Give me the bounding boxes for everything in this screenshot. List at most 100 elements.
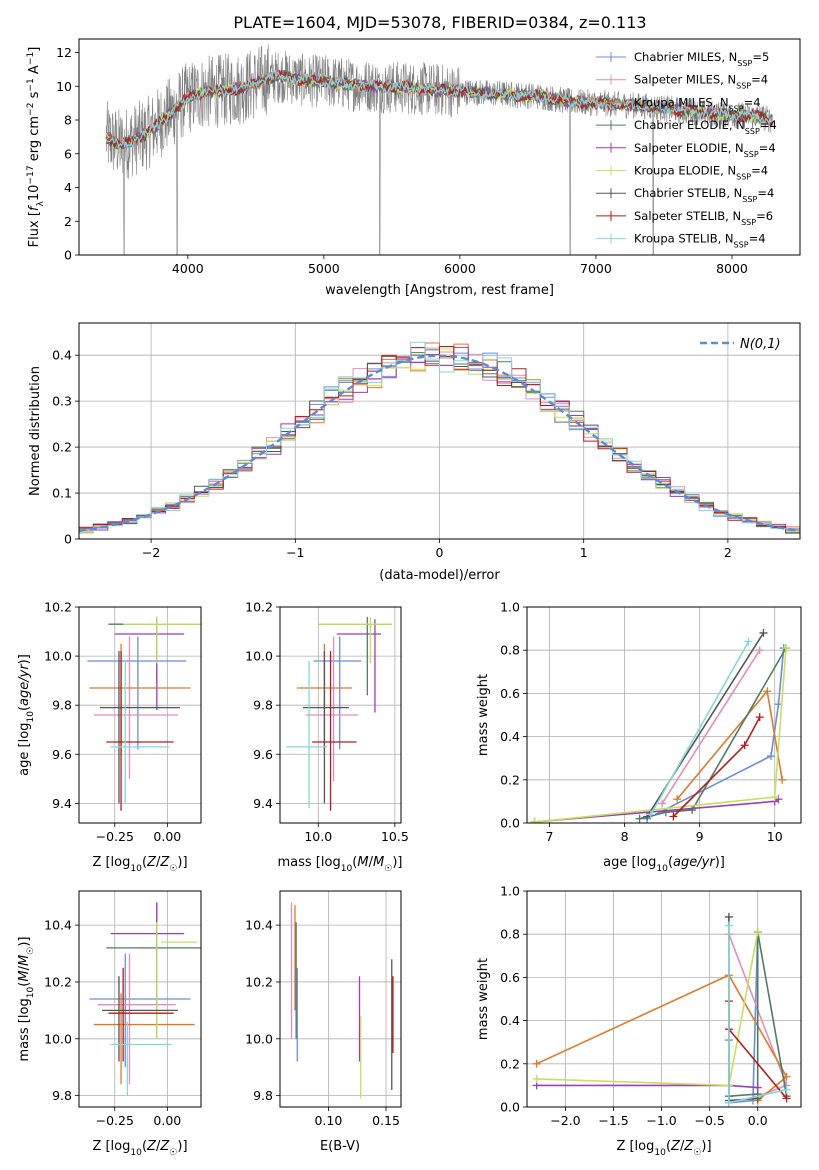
weight_vs_Z-xtick-label: −1.0: [646, 1113, 676, 1128]
residuals-frame: [78, 322, 801, 540]
age_vs_mass-ytick-label: 9.4: [253, 796, 273, 811]
age-vs-Z-ylabel-part: age/yr: [17, 663, 32, 706]
spectrum-ylabel-part: −1: [26, 78, 36, 91]
weight_vs_age-series-point: [688, 806, 697, 815]
age-vs-Z-xlabel-part: Z: [159, 855, 170, 870]
weight_vs_age-ytick-label: 1.0: [500, 600, 520, 615]
age-vs-Z-xlabel-part: Z: [146, 855, 157, 870]
weight_vs_Z-series-point: [753, 1083, 762, 1092]
legend-entry-part: =4: [757, 186, 774, 200]
mass-vs-Z-ylabel-part: M: [17, 970, 32, 981]
age-vs-mass-xlabel-part: 10: [341, 864, 353, 874]
weight_vs_Z-plot-area: [527, 890, 801, 1108]
weight_vs_Z-series-line: [728, 931, 788, 1097]
weight-vs-Z-xlabel-part: (: [666, 1139, 671, 1154]
age-vs-Z-xlabel-part: )]: [177, 855, 187, 870]
mass_vs_Z-axes: −0.25 0.009.810.010.210.4Z [log10(Z/Z☉)]m…: [17, 890, 202, 1158]
age_vs_mass-frame: [279, 606, 402, 824]
mass-vs-Z-xlabel-part: /: [156, 1139, 161, 1154]
weight_vs_Z-series-point: [532, 1074, 541, 1083]
weight_vs_Z-series-point: [724, 1098, 733, 1107]
spectrum-ytick-label: 6: [64, 146, 72, 161]
weight_vs_age-series-point: [755, 713, 764, 722]
mass-vs-Z-xlabel-part: Z [log: [92, 1139, 130, 1154]
weight-vs-age-xlabel: age [log10(age/yr)]: [603, 855, 725, 874]
weight_vs_age-xtick-label: 9: [696, 829, 704, 844]
age-vs-mass-xlabel-part: ☉: [384, 864, 392, 874]
weight_vs_age-series-point: [766, 752, 775, 761]
mass_vs_ebv-ytick-label: 10.4: [245, 918, 273, 933]
spectrum-ylabel-part: erg cm: [27, 116, 42, 165]
weight_vs_age-marks: [530, 628, 790, 823]
mass_vs_Z-xtick-label: 0.00: [153, 1113, 181, 1128]
age-vs-Z-ylabel-part: (: [17, 706, 32, 711]
mass_vs_Z-ytick-label: 10.0: [44, 1031, 72, 1046]
legend-entry-part: =5: [752, 50, 769, 64]
legend-entry-part: SSP: [741, 217, 756, 226]
residual-histogram-step: [79, 341, 800, 531]
weight_vs_age-series-point: [763, 687, 772, 696]
mass_vs_Z-ytick-label: 10.4: [44, 918, 72, 933]
residuals-xtick-label: 0: [436, 545, 444, 560]
weight_vs_Z-series-point: [753, 928, 762, 937]
weight_vs_age-xtick-label: 8: [621, 829, 629, 844]
mass-vs-Z-ylabel-part: M: [17, 955, 32, 966]
legend-entry-part: Salpeter ELODIE, N: [634, 141, 744, 155]
weight_vs_Z-ytick-label: 0.2: [500, 1056, 520, 1071]
legend-entry: Kroupa MILES, NSSP=4: [634, 95, 761, 113]
residuals-ytick-label: 0: [64, 532, 72, 547]
legend-entry: Kroupa ELODIE, NSSP=4: [634, 164, 768, 182]
weight_vs_age-series-line: [661, 649, 761, 805]
weight_vs_age-series-line: [650, 641, 750, 815]
age-vs-mass-xlabel-part: )]: [392, 855, 402, 870]
figure-title: PLATE=1604, MJD=53078, FIBERID=0384, z=0…: [233, 13, 646, 32]
age-vs-Z-ylabel-part: 10: [26, 711, 36, 723]
legend-entry-part: SSP: [744, 149, 759, 158]
age-vs-Z-xlabel-part: ☉: [169, 864, 177, 874]
spectrum-ylabel-part: 10: [27, 185, 42, 202]
age-vs-mass-xlabel-part: mass [log: [278, 855, 341, 870]
weight_vs_Z-marks: [532, 912, 791, 1107]
legend-entry-part: Chabrier STELIB, N: [634, 186, 742, 200]
weight-vs-age-xlabel-part: age/yr: [673, 855, 716, 870]
spectrum-ylabel-part: ]: [27, 47, 42, 52]
age_vs_mass-xtick-label: 10.5: [381, 829, 409, 844]
spectrum-ylabel-part: λ: [36, 201, 46, 207]
legend-entry-part: =4: [760, 118, 777, 132]
age_vs_Z-ytick-label: 10.2: [44, 600, 72, 615]
weight_vs_Z-xtick-label: −2.0: [550, 1113, 580, 1128]
weight_vs_age-xtick-label: 7: [546, 829, 554, 844]
legend-entry-part: Chabrier MILES, N: [634, 50, 737, 64]
weight_vs_age-series-point: [759, 628, 768, 637]
weight_vs_age-series-point: [673, 795, 682, 804]
legend-entry-part: SSP: [736, 81, 751, 90]
weight-vs-Z-xlabel-part: Z: [670, 1139, 681, 1154]
age-vs-Z-ylabel-part: age [log: [17, 723, 32, 776]
spectrum-ylabel-part: Flux [: [27, 211, 42, 247]
weight-vs-Z-xlabel-part: 10: [654, 1148, 666, 1158]
legend-entry-part: =4: [759, 141, 776, 155]
age-vs-mass-xlabel: mass [log10(M/M☉)]: [278, 855, 403, 874]
weight_vs_Z-ytick-label: 0.0: [500, 1100, 520, 1115]
weight-vs-Z-xlabel-part: Z: [683, 1139, 694, 1154]
weight_vs_age-series-point: [530, 818, 539, 823]
weight_vs_Z-series-point: [724, 921, 733, 930]
age-vs-Z-xlabel-part: /: [156, 855, 161, 870]
legend-entry-part: SSP: [734, 240, 749, 249]
spectrum-model-line: [105, 70, 773, 148]
weight_vs_age-xtick-label: 10: [767, 829, 783, 844]
residuals-ylabel: Normed distribution: [28, 366, 43, 496]
weight_vs_age-series-point: [770, 793, 779, 802]
weight_vs_Z-ytick-label: 1.0: [500, 884, 520, 899]
spectrum-ylabel-part: A: [27, 65, 42, 78]
legend-entry-part: Salpeter MILES, N: [634, 73, 736, 87]
legend-entry: Kroupa STELIB, NSSP=4: [634, 232, 766, 250]
weight_vs_age-series-point: [744, 637, 753, 646]
spectrum-ylabel-part: −2: [26, 103, 36, 116]
legend-entry-part: Kroupa ELODIE, N: [634, 164, 736, 178]
age_vs_Z-axes: −0.25 0.009.49.69.810.010.2Z [log10(Z/Z☉)…: [17, 600, 202, 874]
legend-entry-part: SSP: [742, 195, 757, 204]
spectrum-ytick-label: 2: [64, 214, 72, 229]
mass_vs_ebv-marks: [290, 902, 394, 1099]
weight-vs-Z-ylabel: mass weight: [476, 958, 491, 1040]
